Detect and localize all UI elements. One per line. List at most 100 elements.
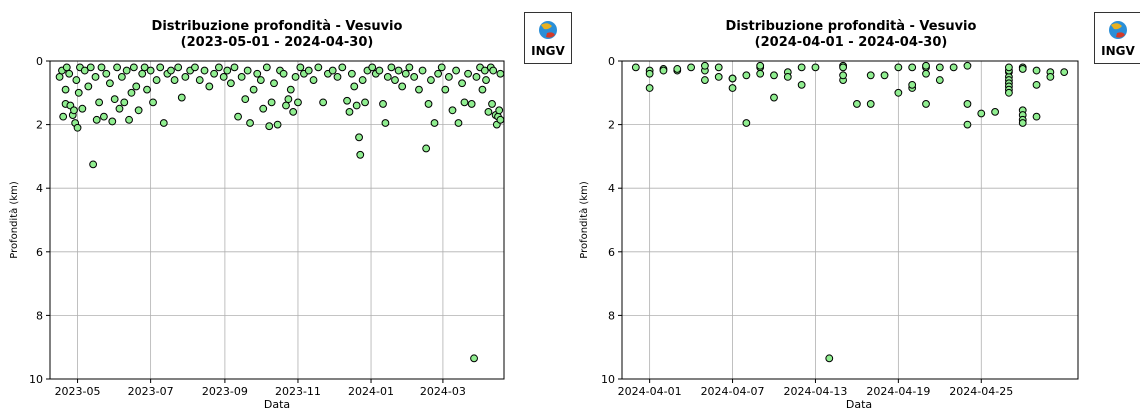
scatter-point — [1060, 68, 1069, 77]
scatter-point — [488, 100, 496, 108]
scatter-point — [866, 100, 875, 108]
axis-ticks: 2024-04-01 2024-04-07 2024-04-13 2024-04-19… — [601, 55, 1013, 398]
scatter-point — [219, 73, 228, 81]
scatter-point — [687, 63, 695, 72]
chart-title-line2: (2023-05-01 - 2024-04-30) — [181, 35, 374, 50]
scatter-point — [65, 69, 74, 78]
y-tick-label: 2 — [608, 119, 615, 132]
scatter-point — [880, 71, 889, 80]
scatter-point — [72, 76, 81, 84]
scatter-point — [304, 66, 313, 75]
x-tick-label: 2024-04-07 — [701, 385, 765, 398]
scatter-point — [415, 85, 423, 94]
scatter-point — [645, 69, 654, 78]
scatter-point — [95, 98, 104, 107]
scatter-point — [117, 73, 126, 81]
scatter-point — [949, 63, 958, 72]
scatter-point — [170, 76, 179, 84]
scatter-point — [631, 63, 640, 72]
y-tick-label: 0 — [608, 55, 615, 68]
scatter-point — [84, 82, 93, 91]
scatter-point — [728, 84, 737, 92]
depth-scatter-chart-1year: Distribuzione profondità - Vesuvio (2023… — [8, 19, 505, 411]
scatter-point — [714, 63, 723, 72]
scatter-point — [138, 69, 147, 78]
y-tick-label: 6 — [36, 246, 43, 259]
scatter-point — [92, 115, 101, 124]
scatter-point — [174, 63, 183, 72]
scatter-point — [770, 93, 778, 102]
scatter-point — [253, 69, 262, 78]
scatter-point — [361, 98, 369, 107]
scatter-point — [441, 85, 450, 94]
scatter-point — [279, 69, 288, 78]
scatter-point — [273, 120, 282, 129]
scatter-point — [100, 112, 108, 121]
x-tick-label: 2023-11 — [275, 385, 321, 398]
scatter-point — [728, 74, 737, 83]
depth-scatter-chart-1month: Distribuzione profondità - Vesuvio (2024… — [578, 19, 1079, 411]
scatter-point — [167, 66, 175, 75]
scatter-point — [355, 133, 363, 142]
scatter-point — [343, 96, 351, 105]
scatter-point — [460, 98, 469, 107]
scatter-point — [345, 107, 354, 116]
scatter-point — [770, 71, 778, 80]
scatter-point — [243, 66, 252, 75]
y-axis-label: Profondità (km) — [578, 181, 590, 259]
scatter-point — [496, 115, 505, 124]
chart-title-line1: Distribuzione profondità - Vesuvio — [152, 19, 403, 34]
scatter-point — [701, 61, 709, 70]
x-tick-label: 2024-04-13 — [783, 385, 847, 398]
scatter-point — [105, 79, 114, 88]
scatter-point — [922, 69, 930, 78]
scatter-point — [935, 76, 944, 84]
scatter-point — [284, 95, 293, 104]
scatter-point — [265, 122, 274, 131]
y-tick-label: 10 — [601, 373, 615, 386]
logo-text: INGV — [531, 44, 565, 58]
chart-title-line2: (2024-04-01 - 2024-04-30) — [755, 35, 948, 50]
plot-frame — [49, 60, 505, 380]
scatter-point — [80, 66, 89, 75]
scatter-point — [132, 82, 141, 91]
x-tick-label: 2023-09 — [202, 385, 248, 398]
scatter-point — [434, 69, 443, 78]
scatter-point — [444, 73, 453, 81]
scatter-point — [294, 98, 302, 107]
scatter-point — [159, 119, 168, 127]
scatter-point — [375, 66, 384, 75]
y-tick-label: 4 — [608, 182, 615, 195]
scatter-point — [1046, 73, 1055, 81]
scatter-point — [1018, 65, 1027, 73]
scatter-point — [484, 107, 493, 116]
scatter-point — [108, 117, 117, 126]
x-tick-label: 2024-01 — [348, 385, 394, 398]
scatter-point — [482, 76, 490, 84]
scatter-point — [296, 63, 305, 72]
scatter-point — [839, 63, 847, 72]
y-tick-label: 0 — [36, 55, 43, 68]
scatter-point — [102, 69, 111, 78]
scatter-point — [452, 66, 460, 75]
scatter-point — [422, 144, 431, 153]
logo-text: INGV — [1101, 44, 1135, 58]
scatter-point — [237, 73, 246, 81]
ingv-logo: INGV — [524, 12, 572, 64]
scatter-points — [631, 61, 1069, 363]
scatter-point — [270, 79, 278, 88]
scatter-point — [146, 66, 155, 75]
scatter-point — [230, 63, 239, 72]
scatter-point — [1005, 88, 1013, 97]
scatter-point — [894, 88, 903, 97]
x-tick-label: 2023-05 — [55, 385, 101, 398]
scatter-point — [113, 63, 121, 72]
scatter-point — [1032, 80, 1041, 89]
scatter-point — [454, 119, 463, 127]
x-tick-label: 2024-04-25 — [949, 385, 1013, 398]
scatter-point — [215, 63, 223, 72]
scatter-point — [496, 69, 505, 78]
scatter-point — [241, 95, 250, 104]
x-tick-label: 2024-03 — [420, 385, 466, 398]
scatter-point — [127, 88, 136, 97]
